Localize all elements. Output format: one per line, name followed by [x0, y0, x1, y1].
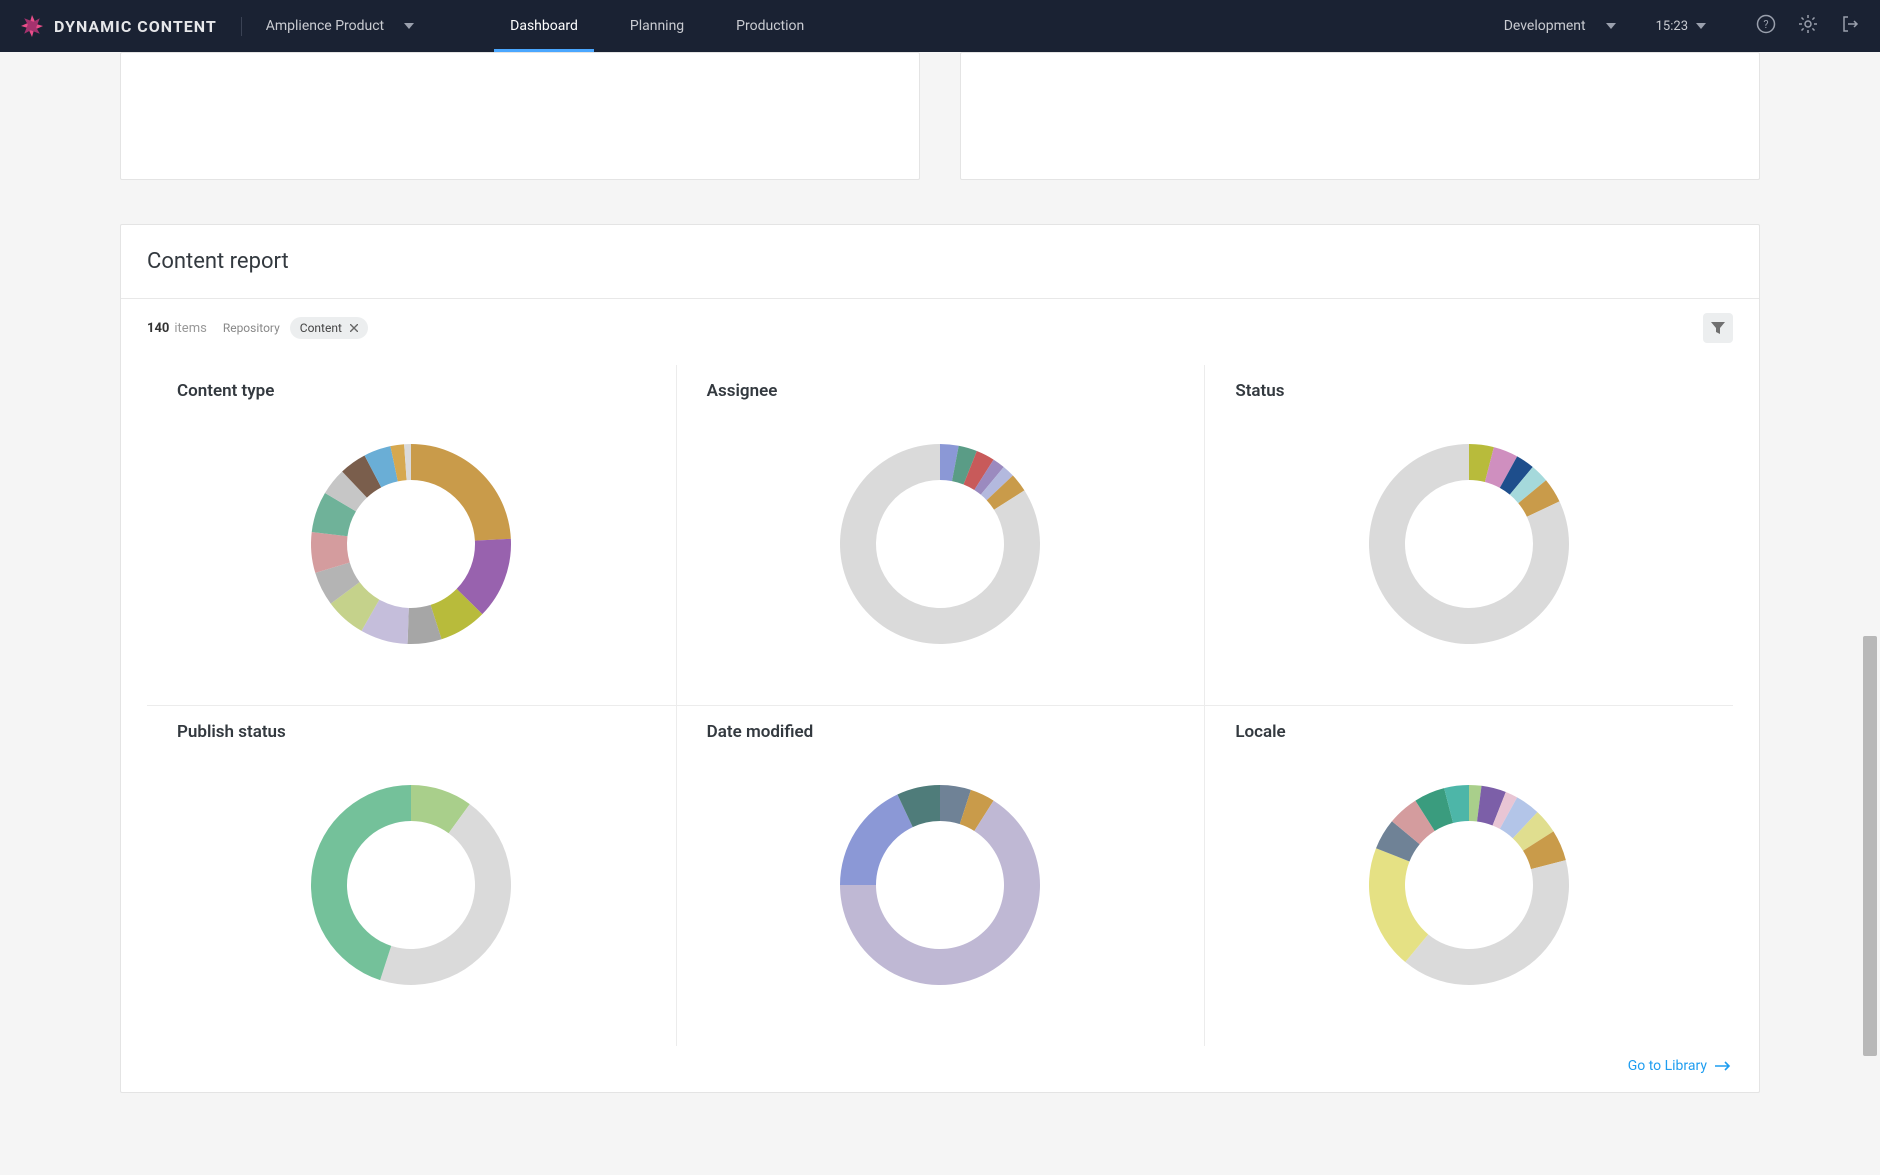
go-to-library-label: Go to Library	[1628, 1058, 1707, 1074]
chevron-down-icon	[1606, 23, 1616, 29]
item-count-label: items	[174, 321, 206, 336]
chart-title: Content type	[177, 381, 646, 401]
tab-label: Production	[736, 18, 804, 34]
time-value: 15:23	[1656, 19, 1688, 34]
chart-grid: Content type Assignee Status Publish status…	[121, 353, 1759, 1046]
chart-cell: Content type	[147, 365, 676, 706]
chart-cell: Publish status	[147, 706, 676, 1046]
logout-icon[interactable]	[1840, 14, 1860, 38]
filter-bar: 140 items Repository Content	[121, 299, 1759, 353]
logo-area: DYNAMIC CONTENT	[20, 14, 266, 38]
clock-display[interactable]: 15:23	[1656, 19, 1706, 34]
donut-chart[interactable]	[177, 409, 646, 679]
tab-production[interactable]: Production	[710, 0, 830, 52]
nav-tabs: Dashboard Planning Production	[484, 0, 830, 52]
scrollbar-track[interactable]	[1862, 52, 1878, 1175]
summary-card-right	[960, 52, 1760, 180]
donut-chart[interactable]	[1235, 750, 1703, 1020]
app-header: DYNAMIC CONTENT Amplience Product Dashbo…	[0, 0, 1880, 52]
help-icon[interactable]: ?	[1756, 14, 1776, 38]
go-to-library-link[interactable]: Go to Library	[121, 1046, 1759, 1092]
filter-icon	[1711, 322, 1725, 334]
chart-title: Date modified	[707, 722, 1175, 742]
chart-title: Publish status	[177, 722, 646, 742]
product-dropdown[interactable]: Amplience Product	[266, 18, 444, 34]
donut-chart[interactable]	[707, 750, 1175, 1020]
amplience-logo-icon	[20, 14, 44, 38]
donut-chart[interactable]	[707, 409, 1175, 679]
chevron-down-icon	[404, 23, 414, 29]
repository-filter-chip[interactable]: Content	[290, 317, 368, 339]
summary-card-left	[120, 52, 920, 180]
chart-cell: Date modified	[676, 706, 1205, 1046]
tab-label: Planning	[630, 18, 684, 34]
chip-label: Content	[300, 321, 342, 335]
svg-text:?: ?	[1763, 18, 1768, 31]
chart-title: Status	[1235, 381, 1703, 401]
tab-planning[interactable]: Planning	[604, 0, 710, 52]
environment-dropdown[interactable]: Development	[1504, 18, 1616, 34]
chevron-down-icon	[1696, 23, 1706, 29]
summary-cards-row	[120, 52, 1760, 180]
brand-name: DYNAMIC CONTENT	[54, 17, 242, 36]
chart-title: Locale	[1235, 722, 1703, 742]
content-report-title: Content report	[121, 225, 1759, 299]
chart-cell: Assignee	[676, 365, 1205, 706]
environment-label: Development	[1504, 18, 1586, 34]
page-body: Content report 140 items Repository Cont…	[0, 52, 1880, 1093]
chart-title: Assignee	[707, 381, 1175, 401]
filter-button[interactable]	[1703, 313, 1733, 343]
product-dropdown-label: Amplience Product	[266, 18, 384, 34]
scrollbar-thumb[interactable]	[1863, 636, 1877, 1056]
content-report-card: Content report 140 items Repository Cont…	[120, 224, 1760, 1093]
settings-icon[interactable]	[1798, 14, 1818, 38]
chart-cell: Status	[1204, 365, 1733, 706]
item-count: 140	[147, 321, 169, 336]
chart-cell: Locale	[1204, 706, 1733, 1046]
donut-chart[interactable]	[1235, 409, 1703, 679]
close-icon[interactable]	[350, 322, 358, 335]
tab-label: Dashboard	[510, 18, 578, 34]
repository-label: Repository	[223, 321, 280, 335]
donut-chart[interactable]	[177, 750, 646, 1020]
tab-dashboard[interactable]: Dashboard	[484, 0, 604, 52]
arrow-right-icon	[1715, 1061, 1731, 1071]
